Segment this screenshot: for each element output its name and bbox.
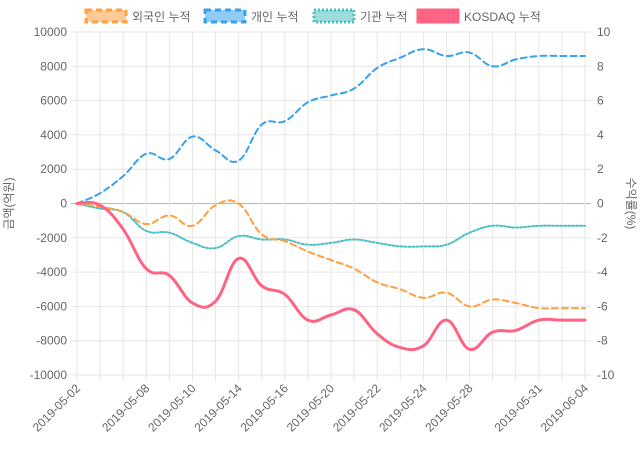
x-tick-label: 2019-05-22 — [330, 381, 384, 435]
legend-swatch[interactable] — [84, 8, 128, 24]
series-lines — [75, 48, 587, 352]
x-tick-label: 2019-05-20 — [284, 381, 338, 435]
legend-label[interactable]: 개인 누적 — [251, 10, 299, 24]
x-tick-label: 2019-05-10 — [145, 381, 199, 435]
y-right-tick-label: -6 — [597, 299, 608, 313]
series-line-0 — [76, 199, 586, 310]
legend-swatch[interactable] — [312, 8, 356, 24]
x-tick-label: 2019-05-31 — [492, 381, 546, 435]
x-tick-label: 2019-05-02 — [30, 381, 84, 435]
y-right-tick-label: 8 — [597, 59, 604, 73]
x-tick-label: 2019-05-16 — [238, 381, 292, 435]
legend-swatch[interactable] — [203, 8, 247, 24]
x-tick-label: 2019-05-28 — [422, 381, 476, 435]
y-right-tick-label: 4 — [597, 128, 604, 142]
x-tick-label: 2019-05-14 — [191, 381, 245, 435]
y-left-tick-label: -8000 — [36, 334, 67, 348]
y-right-tick-label: 6 — [597, 94, 604, 108]
y-left-tick-label: 2000 — [40, 162, 67, 176]
y-right-tick-label: 0 — [597, 197, 604, 211]
y-left-axis-title: 금액(억원) — [2, 177, 16, 229]
y-right-axis-title: 수익률(%) — [624, 178, 638, 230]
y-right-tick-label: 2 — [597, 162, 604, 176]
y-left-tick-label: 10000 — [34, 25, 68, 39]
legend-item-1[interactable]: 개인 누적 — [203, 8, 299, 24]
legend-label[interactable]: 외국인 누적 — [132, 10, 191, 24]
y-left-tick-label: -10000 — [30, 368, 68, 382]
y-right-tick-label: -8 — [597, 334, 608, 348]
legend-item-0[interactable]: 외국인 누적 — [84, 8, 191, 24]
y-left-tick-label: 0 — [60, 197, 67, 211]
y-left-tick-label: -2000 — [36, 231, 67, 245]
y-left-tick-label: -6000 — [36, 299, 67, 313]
y-right-tick-label: -4 — [597, 265, 608, 279]
legend-swatch[interactable] — [416, 8, 460, 24]
y-left-tick-label: -4000 — [36, 265, 67, 279]
legend-label[interactable]: 기관 누적 — [360, 10, 408, 24]
y-right-tick-label: -10 — [597, 368, 615, 382]
axes: 10000 10 8000 8 6000 6 4000 4 2000 2 0 0 -2000 -2 -400… — [2, 25, 638, 435]
x-tick-label: 2019-05-08 — [99, 381, 153, 435]
legend-item-3[interactable]: KOSDAQ 누적 — [416, 8, 541, 24]
x-tick-label: 2019-06-04 — [538, 381, 592, 435]
series-line-2 — [76, 202, 586, 250]
y-left-tick-label: 6000 — [40, 94, 67, 108]
series-line-3 — [75, 201, 587, 352]
y-right-tick-label: -2 — [597, 231, 608, 245]
legend-item-2[interactable]: 기관 누적 — [312, 8, 408, 24]
legend[interactable]: 외국인 누적 개인 누적 기관 누적 KOSDAQ 누적 — [84, 8, 541, 24]
y-left-tick-label: 8000 — [40, 59, 67, 73]
y-right-tick-label: 10 — [597, 25, 611, 39]
series-line-1 — [76, 48, 586, 205]
grid — [71, 31, 591, 381]
y-left-tick-label: 4000 — [40, 128, 67, 142]
legend-label[interactable]: KOSDAQ 누적 — [464, 10, 541, 24]
x-tick-label: 2019-05-24 — [376, 381, 430, 435]
